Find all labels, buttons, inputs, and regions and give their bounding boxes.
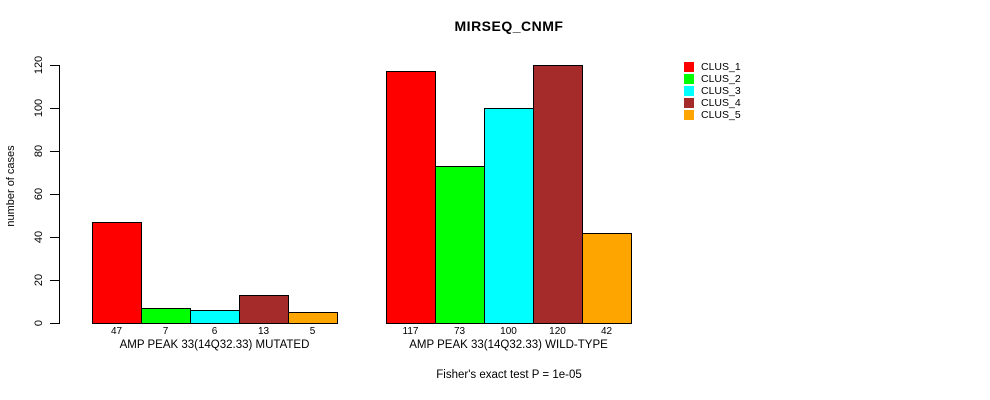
fisher-note: Fisher's exact test P = 1e-05 [436, 369, 582, 381]
y-axis-title: number of cases [5, 145, 17, 227]
legend-label: CLUS_2 [701, 73, 741, 85]
bar-value-label: 5 [309, 326, 316, 337]
bar-value-label: 13 [257, 326, 270, 337]
bar-clus_1 [386, 71, 436, 324]
y-tick-mark [50, 323, 59, 324]
bar-value-label: 73 [453, 326, 466, 337]
bar-clus_3 [190, 310, 240, 324]
legend-label: CLUS_3 [701, 85, 741, 97]
legend-swatch-icon [684, 98, 694, 108]
legend-label: CLUS_4 [701, 97, 741, 109]
bar-value-label: 47 [110, 326, 123, 337]
bar-clus_5 [288, 312, 338, 324]
legend-swatch-icon [684, 74, 694, 84]
legend-label: CLUS_5 [701, 109, 741, 121]
bar-value-label: 117 [402, 326, 419, 337]
y-tick-mark [50, 108, 59, 109]
y-tick-mark [50, 194, 59, 195]
y-axis-line [59, 65, 60, 324]
bar-clus_5 [582, 233, 632, 324]
y-tick-mark [50, 280, 59, 281]
bar-clus_1 [92, 222, 142, 324]
group-label: AMP PEAK 33(14Q32.33) MUTATED [119, 339, 310, 351]
y-tick-label: 20 [33, 273, 45, 287]
bar-value-label: 6 [211, 326, 218, 337]
bar-clus_2 [435, 166, 485, 324]
y-tick-label: 40 [33, 230, 45, 244]
legend-item: CLUS_3 [684, 86, 741, 96]
legend-item: CLUS_1 [684, 62, 741, 72]
y-tick-label: 120 [33, 55, 45, 75]
bar-clus_4 [239, 295, 289, 324]
legend-item: CLUS_2 [684, 74, 741, 84]
y-tick-mark [50, 65, 59, 66]
bar-value-label: 42 [600, 326, 613, 337]
y-tick-label: 80 [33, 144, 45, 158]
bar-clus_2 [141, 308, 191, 324]
group-label: AMP PEAK 33(14Q32.33) WILD-TYPE [409, 339, 608, 351]
legend-swatch-icon [684, 110, 694, 120]
legend-item: CLUS_5 [684, 110, 741, 120]
y-tick-label: 100 [33, 98, 45, 118]
legend-label: CLUS_1 [701, 61, 741, 73]
bar-clus_3 [484, 108, 534, 324]
y-tick-label: 0 [33, 319, 45, 327]
bar-clus_4 [533, 65, 583, 324]
bar-value-label: 7 [162, 326, 169, 337]
bar-value-label: 120 [549, 326, 566, 337]
chart-title: MIRSEQ_CNMF [454, 18, 564, 34]
bar-value-label: 100 [500, 326, 517, 337]
y-tick-mark [50, 151, 59, 152]
legend: CLUS_1 CLUS_2 CLUS_3 CLUS_4 CLUS_5 [684, 62, 741, 122]
y-tick-label: 60 [33, 187, 45, 201]
y-tick-mark [50, 237, 59, 238]
legend-swatch-icon [684, 86, 694, 96]
legend-swatch-icon [684, 62, 694, 72]
legend-item: CLUS_4 [684, 98, 741, 108]
